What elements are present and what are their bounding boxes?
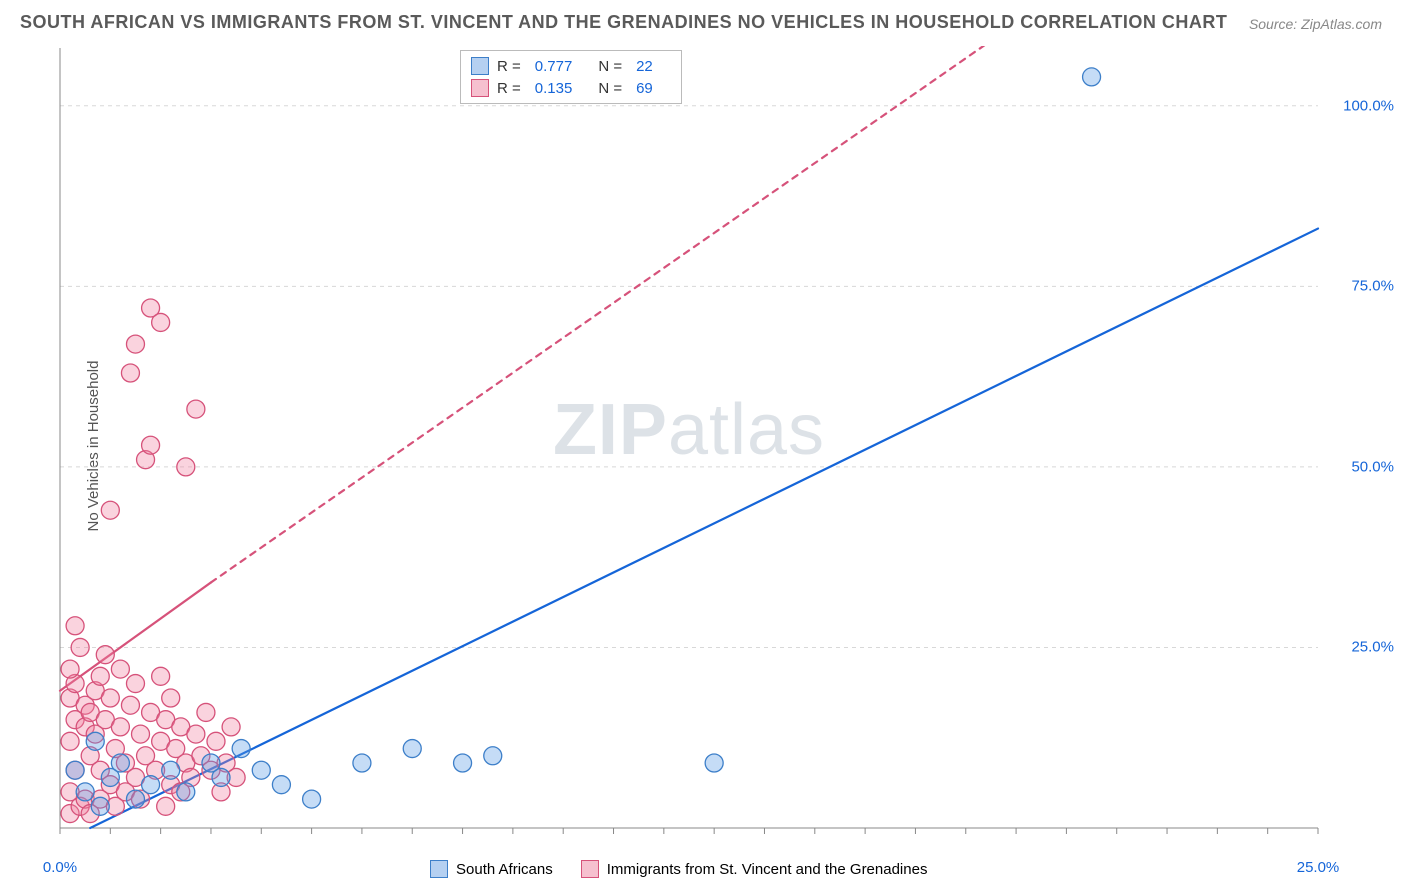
legend-item-pink: Immigrants from St. Vincent and the Gren…: [581, 860, 928, 878]
x-tick-label: 25.0%: [1297, 859, 1340, 876]
swatch-pink: [471, 79, 489, 97]
y-tick-label: 50.0%: [1351, 458, 1394, 475]
legend-label-blue: South Africans: [456, 861, 553, 878]
correlation-legend: R = 0.777 N = 22 R = 0.135 N = 69: [460, 50, 682, 104]
swatch-pink: [581, 860, 599, 878]
y-tick-label: 75.0%: [1351, 278, 1394, 295]
n-label: N =: [598, 58, 622, 75]
legend-label-pink: Immigrants from St. Vincent and the Gren…: [607, 861, 928, 878]
chart-plot-area: ZIPatlas: [58, 46, 1320, 846]
legend-item-blue: South Africans: [430, 860, 553, 878]
chart-svg: [58, 46, 1320, 846]
chart-title: SOUTH AFRICAN VS IMMIGRANTS FROM ST. VIN…: [20, 12, 1227, 33]
n-value-blue: 22: [636, 58, 653, 75]
source-attribution: Source: ZipAtlas.com: [1249, 16, 1382, 32]
swatch-blue: [430, 860, 448, 878]
series-legend: South Africans Immigrants from St. Vince…: [430, 860, 927, 878]
r-value-pink: 0.135: [535, 80, 573, 97]
n-value-pink: 69: [636, 80, 653, 97]
correlation-row-pink: R = 0.135 N = 69: [471, 77, 671, 99]
y-tick-label: 25.0%: [1351, 639, 1394, 656]
swatch-blue: [471, 57, 489, 75]
r-value-blue: 0.777: [535, 58, 573, 75]
r-label: R =: [497, 58, 521, 75]
r-label: R =: [497, 80, 521, 97]
x-tick-label: 0.0%: [43, 859, 77, 876]
correlation-row-blue: R = 0.777 N = 22: [471, 55, 671, 77]
y-tick-label: 100.0%: [1343, 97, 1394, 114]
n-label: N =: [598, 80, 622, 97]
